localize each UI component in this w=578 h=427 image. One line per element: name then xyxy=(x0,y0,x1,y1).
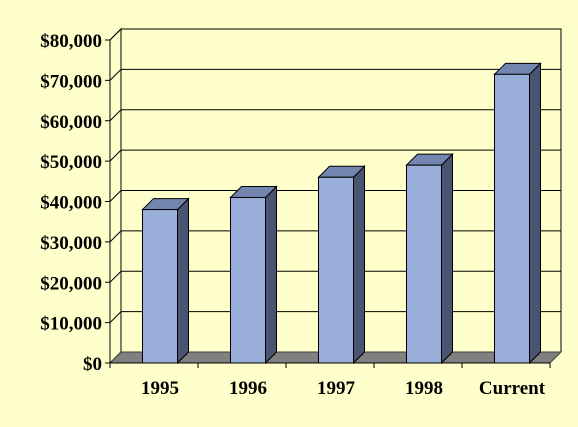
y-tick-label: $10,000 xyxy=(40,314,102,335)
y-axis: $0 $10,000 $20,000 $30,000 $40,000 $50,000 $60… xyxy=(40,31,111,375)
x-axis: 1995 1996 1997 1998 Current xyxy=(109,362,551,399)
y-tick-label: $60,000 xyxy=(40,112,102,133)
gridline-side xyxy=(109,28,122,41)
y-tick-label: $30,000 xyxy=(40,233,102,254)
bar-1996 xyxy=(230,196,266,364)
x-tick-label: 1995 xyxy=(141,378,179,399)
bar-side-1996 xyxy=(265,185,277,365)
bar-side-1995 xyxy=(177,197,189,365)
gridline-side xyxy=(109,190,122,202)
bar-1998 xyxy=(406,164,442,364)
bars xyxy=(141,62,542,365)
x-tick-label: Current xyxy=(479,378,546,399)
gridline-side xyxy=(109,270,122,283)
y-tick-label: $70,000 xyxy=(40,71,102,92)
bar-side-1997 xyxy=(353,165,365,365)
y-tick-label: $50,000 xyxy=(40,152,102,173)
bar-side-1998 xyxy=(441,152,453,365)
gridline-side xyxy=(109,149,122,162)
bar-current xyxy=(494,73,530,364)
gridline-side xyxy=(109,69,122,81)
gridline-side xyxy=(109,109,122,122)
bar-side-current xyxy=(529,62,541,365)
y-tick-label: $20,000 xyxy=(40,273,102,294)
gridline-side xyxy=(109,311,122,323)
y-tick-label: $80,000 xyxy=(40,31,102,52)
x-tick-label: 1996 xyxy=(229,378,267,399)
x-tick-label: 1998 xyxy=(405,378,443,399)
y-tick-label: $40,000 xyxy=(40,193,102,214)
y-tick-label: $0 xyxy=(83,354,102,375)
gridline-side xyxy=(109,230,122,243)
bar-1997 xyxy=(318,176,354,364)
bar-1995 xyxy=(142,209,178,364)
x-tick-label: 1997 xyxy=(317,378,356,399)
